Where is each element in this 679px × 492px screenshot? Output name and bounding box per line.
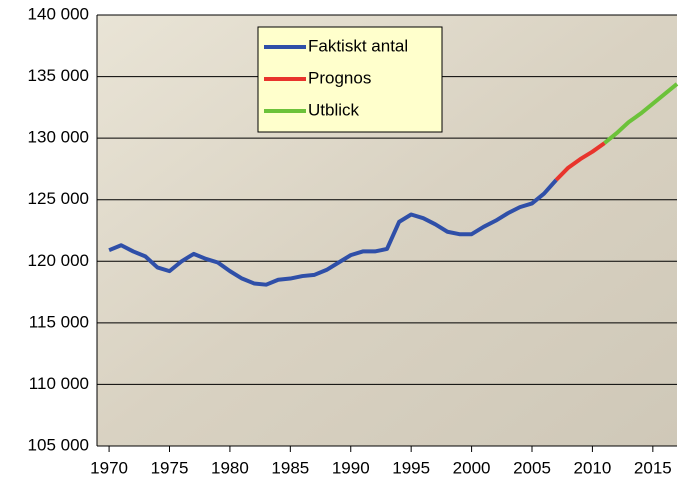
y-tick-label: 135 000 <box>28 66 89 85</box>
x-tick-label: 1970 <box>90 458 128 477</box>
x-tick-label: 1995 <box>392 458 430 477</box>
legend-label: Utblick <box>308 100 360 119</box>
y-tick-label: 120 000 <box>28 251 89 270</box>
x-tick-label: 1990 <box>332 458 370 477</box>
y-tick-label: 140 000 <box>28 4 89 23</box>
x-tick-label: 1975 <box>151 458 189 477</box>
x-tick-label: 2015 <box>634 458 672 477</box>
series-line <box>108 178 558 287</box>
x-tick-label: 1985 <box>271 458 309 477</box>
series-line <box>603 82 679 145</box>
x-tick-label: 1980 <box>211 458 249 477</box>
y-tick-label: 115 000 <box>29 312 89 331</box>
y-tick-label: 110 000 <box>29 374 89 393</box>
series-line <box>554 141 606 182</box>
legend-label: Prognos <box>308 68 371 87</box>
y-tick-label: 130 000 <box>28 128 89 147</box>
x-tick-label: 2005 <box>513 458 551 477</box>
x-tick-label: 2010 <box>574 458 612 477</box>
x-tick-label: 2000 <box>453 458 491 477</box>
legend-label: Faktiskt antal <box>308 36 408 55</box>
y-tick-label: 125 000 <box>28 189 89 208</box>
y-tick-label: 105 000 <box>28 435 89 454</box>
